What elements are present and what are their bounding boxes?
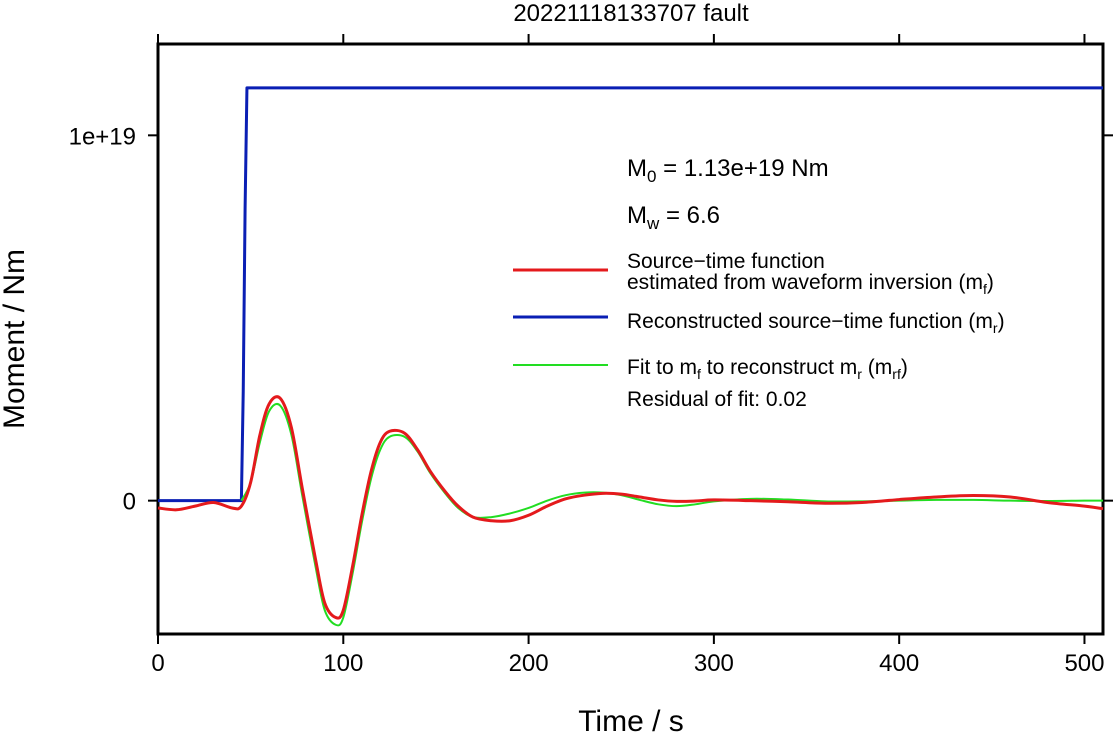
x-tick-label: 300: [694, 650, 734, 677]
y-tick-label: 0: [123, 489, 136, 516]
series-line-mf: [157, 395, 1104, 620]
x-tick-label: 400: [879, 650, 919, 677]
x-tick-label: 500: [1064, 650, 1104, 677]
x-axis-label: Time / s: [578, 705, 684, 736]
x-tick-label: 100: [323, 650, 363, 677]
residual-annotation: Residual of fit: 0.02: [627, 388, 807, 411]
m0-annotation: M0 = 1.13e+19 Nm: [627, 155, 829, 186]
chart-title: 20221118133707 fault: [513, 0, 749, 27]
legend-label-mf-line1: Source−time function: [627, 250, 825, 273]
series-line-mrf: [240, 403, 1104, 627]
legend-label-mf-line2: estimated from waveform inversion (mf): [627, 271, 994, 297]
legend-label-mr: Reconstructed source−time function (mr): [627, 310, 1005, 336]
y-tick-label: 1e+19: [69, 123, 136, 150]
series-line-mr: [158, 86, 1103, 503]
legend-label-mrf: Fit to mf to reconstruct mr (mrf): [627, 356, 908, 382]
legend: Source−time function estimated from wave…: [513, 250, 1005, 411]
plot-frame: [156, 42, 1105, 636]
y-axis-label: Moment / Nm: [0, 249, 31, 429]
x-tick-label: 200: [509, 650, 549, 677]
x-tick-label: 0: [151, 650, 164, 677]
mw-annotation: Mw = 6.6: [627, 202, 720, 233]
